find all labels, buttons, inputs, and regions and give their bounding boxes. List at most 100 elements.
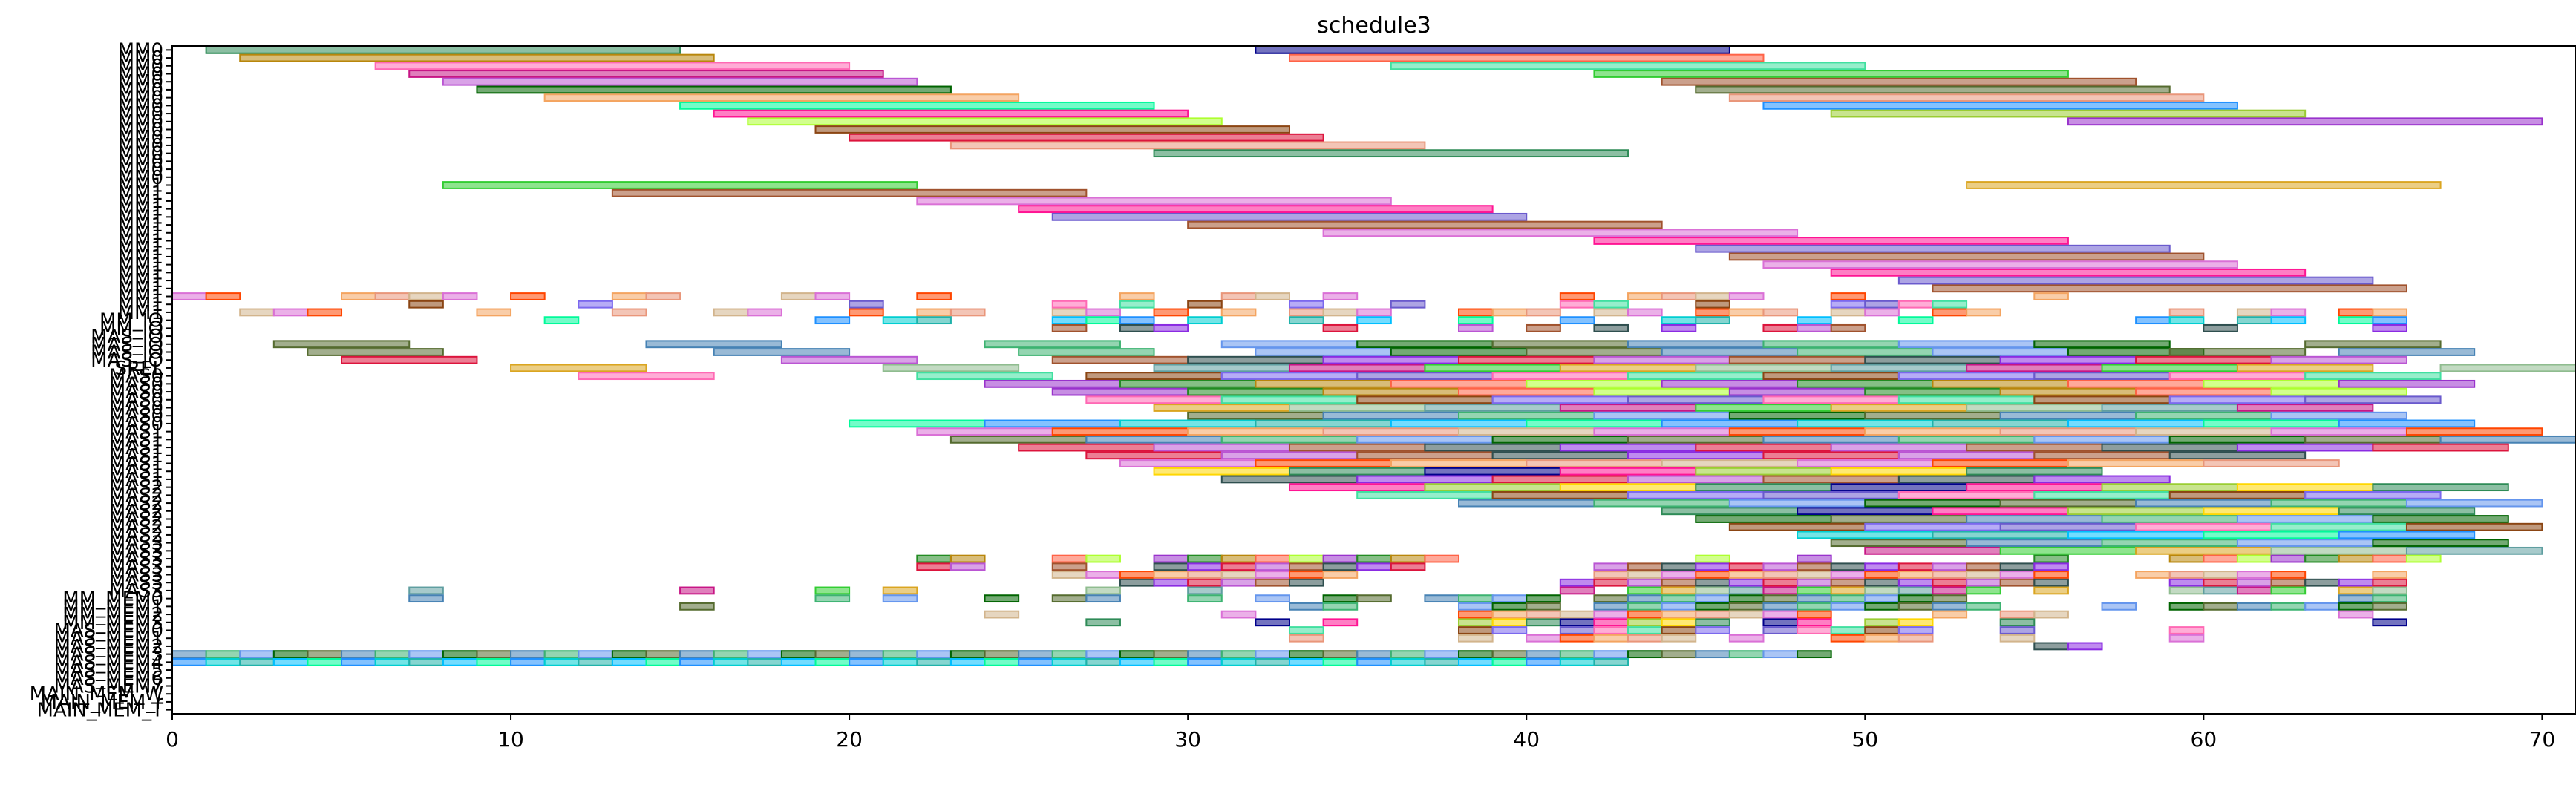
gantt-bar (2272, 524, 2407, 531)
gantt-bar (1797, 325, 1831, 332)
gantt-bar (1696, 651, 1730, 657)
gantt-bar (985, 421, 1120, 427)
gantt-bar (985, 341, 1120, 347)
gantt-bar (511, 651, 545, 657)
gantt-bar (409, 595, 443, 602)
gantt-bar (1696, 579, 1730, 586)
gantt-bar (2373, 588, 2407, 594)
gantt-bar (2136, 524, 2271, 531)
gantt-bar (1053, 556, 1087, 562)
bars-layer (172, 47, 2576, 666)
gantt-bar (1899, 372, 2034, 379)
gantt-bar (1594, 611, 1628, 618)
gantt-bar (1797, 317, 1831, 323)
gantt-bar (2305, 372, 2440, 379)
gantt-bar (1120, 579, 1154, 586)
gantt-bar (2373, 317, 2407, 323)
gantt-bar (748, 659, 782, 666)
gantt-bar (1459, 357, 1594, 364)
gantt-bar (1763, 492, 1898, 499)
gantt-bar (1865, 635, 1899, 642)
gantt-bar (1696, 595, 1730, 602)
gantt-bar (1459, 325, 1493, 332)
gantt-bar (1865, 627, 1899, 634)
gantt-bar (951, 309, 985, 316)
gantt-bar (2272, 556, 2306, 562)
gantt-bar (1526, 460, 1661, 467)
gantt-bar (1324, 603, 1358, 610)
y-tick-label: MAIN_MEM_T (36, 700, 163, 722)
gantt-bar (1594, 659, 1628, 666)
gantt-bar (1188, 579, 1222, 586)
gantt-bar (1899, 603, 1933, 610)
gantt-bar (1357, 452, 1492, 459)
gantt-bar (1763, 436, 1898, 443)
gantt-bar (2068, 421, 2203, 427)
gantt-bar (1255, 659, 1289, 666)
gantt-bar (2272, 428, 2407, 435)
gantt-bar (1560, 651, 1595, 657)
gantt-bar (1932, 595, 1967, 602)
gantt-bar (1289, 404, 1425, 411)
gantt-bar (1594, 70, 2067, 77)
gantt-bar (1357, 556, 1391, 562)
gantt-bar (612, 659, 647, 666)
gantt-bar (1899, 627, 1933, 634)
gantt-bar (2034, 476, 2169, 483)
gantt-bar (511, 659, 545, 666)
gantt-bar (1526, 349, 1661, 355)
gantt-bar (1831, 404, 1967, 411)
gantt-bar (2237, 484, 2373, 490)
gantt-bar (849, 421, 984, 427)
gantt-bar (1222, 293, 1256, 300)
gantt-bar (1932, 579, 1967, 586)
gantt-bar (1391, 563, 1425, 570)
gantt-bar (1459, 309, 1493, 316)
gantt-bar (2068, 118, 2542, 125)
gantt-bar (172, 659, 206, 666)
gantt-bar (1932, 603, 1967, 610)
gantt-bar (1391, 556, 1425, 562)
gantt-bar (1594, 619, 1628, 625)
gantt-bar (1289, 579, 1324, 586)
gantt-bar (1899, 436, 2034, 443)
gantt-bar (409, 659, 443, 666)
gantt-bar (1188, 556, 1222, 562)
gantt-bar (917, 428, 1052, 435)
gantt-bar (1797, 579, 1831, 586)
gantt-bar (1425, 659, 1459, 666)
gantt-bar (1086, 595, 1120, 602)
x-tick-label: 10 (497, 727, 524, 752)
gantt-bar (1899, 595, 1933, 602)
gantt-bar (951, 563, 985, 570)
gantt-bar (1696, 444, 1831, 451)
gantt-bar (917, 309, 951, 316)
gantt-bar (2170, 556, 2204, 562)
gantt-bar (274, 309, 308, 316)
gantt-bar (1222, 452, 1357, 459)
gantt-bar (1188, 659, 1222, 666)
gantt-bar (1797, 603, 1831, 610)
gantt-bar (1797, 651, 1831, 657)
gantt-bar (1289, 603, 1324, 610)
gantt-bar (1932, 460, 2067, 467)
gantt-bar (1560, 627, 1595, 634)
gantt-bar (782, 293, 816, 300)
gantt-bar (1865, 389, 2000, 395)
gantt-bar (1357, 476, 1492, 483)
gantt-bar (1865, 588, 1899, 594)
gantt-bar (1730, 500, 1865, 507)
gantt-bar (1188, 571, 1222, 578)
gantt-bar (1120, 317, 1154, 323)
gantt-bar (1324, 229, 1797, 236)
gantt-bar (2272, 309, 2306, 316)
gantt-bar (1662, 571, 1696, 578)
gantt-bar (545, 659, 579, 666)
gantt-bar (2305, 556, 2339, 562)
gantt-bar (1763, 309, 1797, 316)
gantt-bar (1797, 421, 1932, 427)
gantt-bar (1628, 341, 1763, 347)
gantt-bar (917, 293, 951, 300)
gantt-bar (1628, 651, 1662, 657)
gantt-bar (1967, 309, 2001, 316)
